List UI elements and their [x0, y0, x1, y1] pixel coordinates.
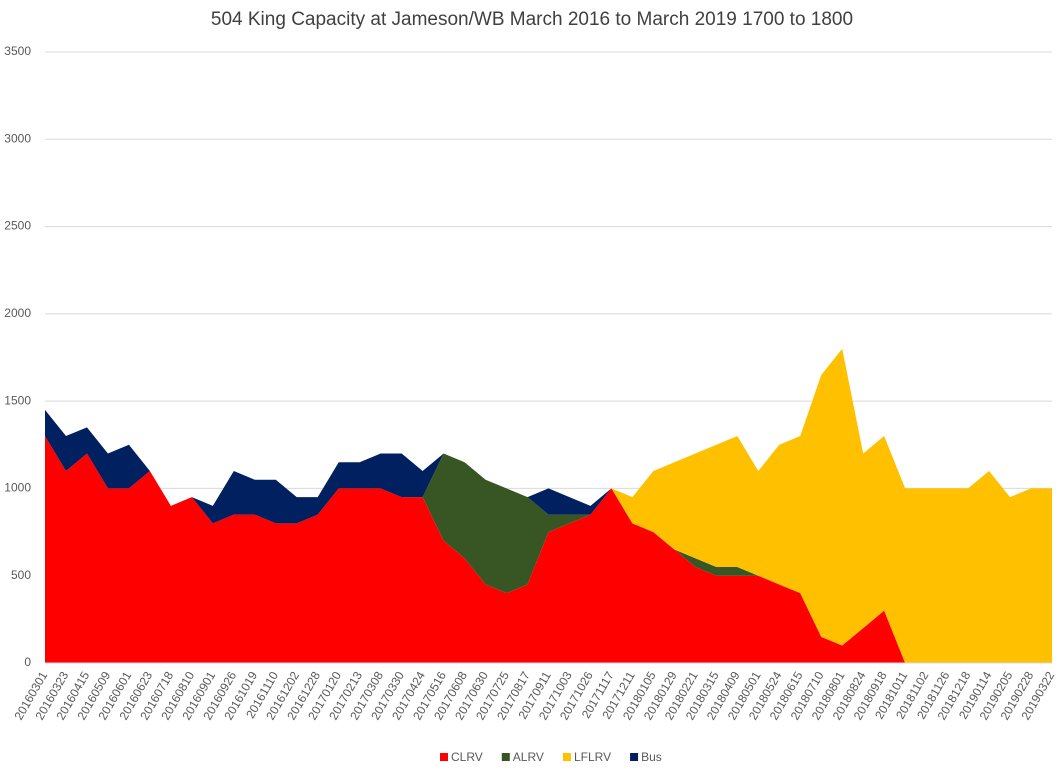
- area: [45, 436, 1052, 663]
- y-tick-label: 3500: [4, 44, 31, 58]
- y-tick-label: 2500: [4, 219, 31, 233]
- area: [45, 348, 1052, 663]
- legend-swatch: [562, 753, 571, 761]
- legend-label: LFLRV: [574, 750, 611, 764]
- y-tick-label: 1500: [4, 393, 31, 407]
- chart-title: 504 King Capacity at Jameson/WB March 20…: [211, 9, 853, 30]
- legend-label: ALRV: [513, 750, 544, 764]
- area: [45, 348, 1052, 524]
- legend-swatch: [440, 753, 448, 761]
- legend-swatch: [501, 753, 510, 761]
- legend-label: Bus: [641, 750, 662, 764]
- y-tick-label: 500: [11, 568, 31, 582]
- y-tick-label: 1000: [4, 481, 31, 495]
- y-tick-label: 3000: [4, 131, 31, 145]
- legend-label: CLRV: [451, 750, 483, 764]
- legend-swatch: [630, 753, 639, 761]
- y-tick-label: 2000: [4, 306, 31, 320]
- y-tick-label: 0: [24, 655, 31, 669]
